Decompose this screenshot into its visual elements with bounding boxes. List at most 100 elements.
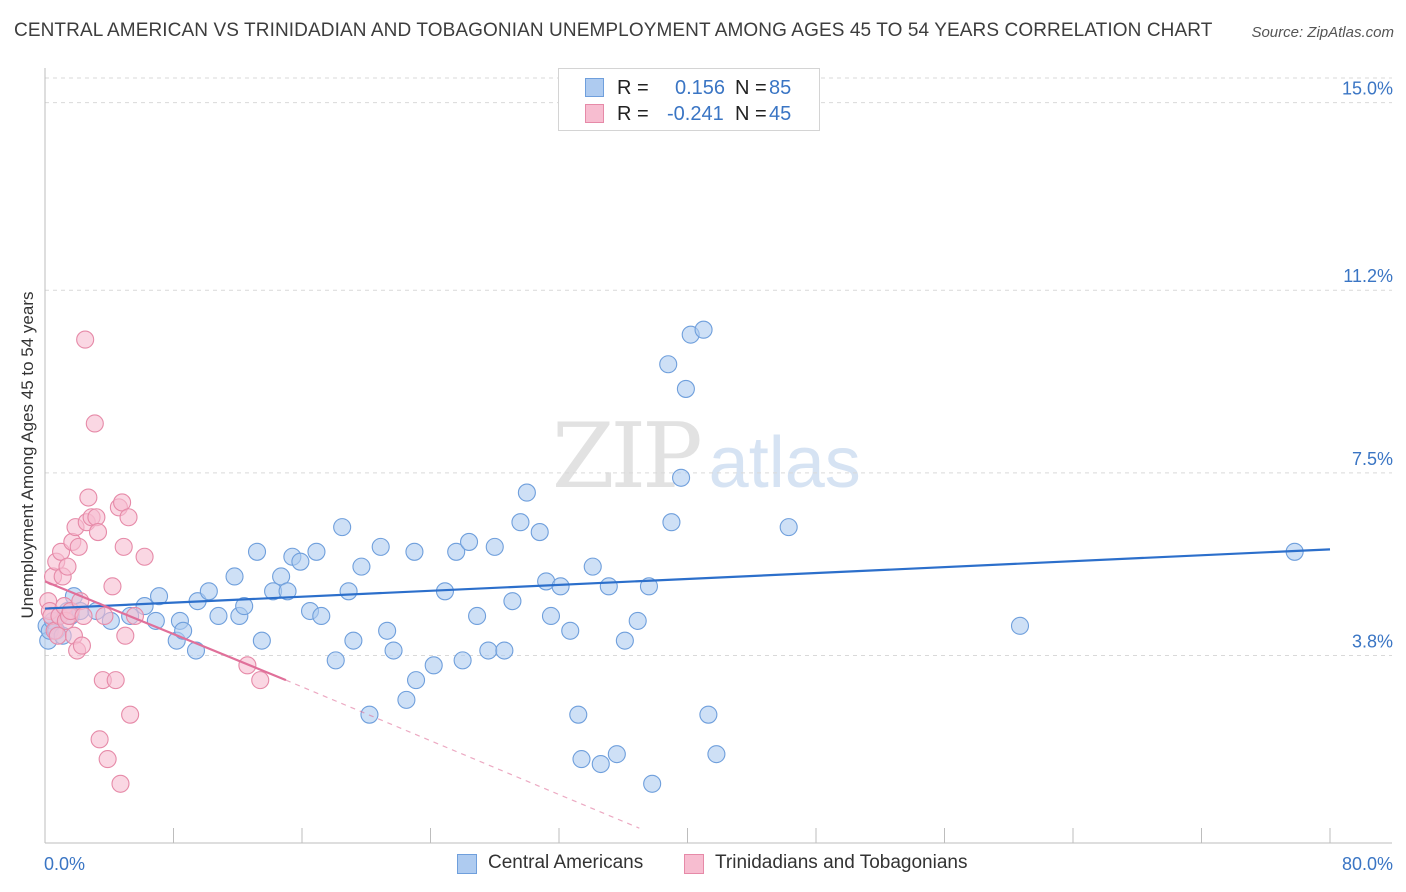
central-american-point — [541, 606, 561, 626]
central-american-point — [699, 705, 718, 724]
central-american-point — [371, 537, 390, 556]
y-tick-label: 15.0% — [1342, 79, 1393, 99]
legend-r-value: 0.156 — [675, 77, 726, 99]
bottom-legend-swatch-blue — [457, 854, 477, 874]
central-american-point — [225, 567, 244, 586]
central-american-point — [453, 651, 472, 670]
central-american-point — [378, 621, 397, 640]
trinidadian-trend-extension — [285, 679, 640, 829]
central-american-point — [479, 641, 498, 660]
central-american-point — [352, 557, 371, 576]
legend-n-value: 85 — [769, 77, 792, 99]
trinidadian-point — [106, 671, 125, 690]
x-tick-label-min: 0.0% — [44, 854, 85, 874]
trinidadian-point — [119, 508, 138, 527]
legend-swatch-pink — [585, 104, 604, 123]
central-american-point — [235, 597, 254, 616]
trinidadian-point — [135, 547, 154, 566]
central-american-point — [694, 320, 713, 339]
central-american-point — [707, 745, 726, 764]
central-american-point — [468, 606, 487, 626]
legend-r-value: -0.241 — [667, 103, 724, 125]
central-american-point — [672, 468, 691, 487]
central-american-point — [174, 621, 193, 640]
legend-swatch-blue — [585, 78, 604, 97]
central-american-point — [199, 582, 218, 601]
trinidadian-trend-line — [44, 580, 287, 682]
trinidadian-point — [85, 414, 104, 433]
trinidadian-point — [251, 671, 270, 690]
central-american-point — [551, 577, 570, 596]
trinidadian-point — [114, 537, 133, 556]
central-american-point — [278, 582, 297, 601]
trinidadian-point — [98, 750, 117, 769]
central-american-point — [599, 577, 618, 596]
trinidadian-point — [76, 330, 95, 349]
bottom-legend-label: Central Americans — [488, 852, 644, 873]
central-american-point — [406, 671, 426, 690]
central-american-point — [397, 690, 416, 709]
trinidadian-point — [95, 606, 114, 626]
central-american-point — [591, 754, 610, 774]
central-american-point — [247, 542, 267, 561]
legend-n-label: N = — [735, 103, 767, 125]
central-american-point — [561, 621, 580, 640]
legend-n-label: N = — [735, 77, 767, 99]
y-axis-title: Unemployment Among Ages 45 to 54 years — [18, 291, 37, 619]
trinidadian-point — [72, 636, 91, 655]
central-american-point — [569, 705, 588, 724]
central-american-point — [676, 379, 695, 398]
bottom-legend-label: Trinidadians and Tobagonians — [715, 852, 968, 873]
chart-title: CENTRAL AMERICAN VS TRINIDADIAN AND TOBA… — [14, 20, 1213, 41]
central-american-point — [1010, 616, 1030, 635]
central-american-point — [339, 582, 358, 601]
central-american-point — [447, 542, 466, 561]
central-american-point — [333, 518, 352, 537]
central-american-point — [643, 774, 662, 793]
central-american-point — [149, 587, 169, 606]
central-american-point — [662, 513, 681, 532]
x-tick-label-max: 80.0% — [1342, 854, 1393, 874]
trinidadian-point — [74, 606, 93, 626]
central-american-point — [615, 631, 634, 650]
central-american-point — [530, 523, 549, 542]
central-american-point — [186, 641, 206, 660]
bottom-legend-swatch-pink — [684, 854, 704, 874]
legend-r-label: R = — [617, 103, 649, 125]
central-american-point — [628, 611, 647, 630]
central-american-point — [779, 518, 798, 537]
trinidadian-point — [79, 488, 98, 507]
central-american-point — [326, 651, 345, 670]
source-label: Source: ZipAtlas.com — [1251, 24, 1394, 41]
central-american-point — [307, 542, 326, 561]
trinidadian-point — [58, 557, 77, 576]
trinidadian-point — [121, 705, 140, 724]
central-american-point — [291, 552, 310, 571]
central-american-point — [312, 606, 331, 626]
central-american-point — [607, 745, 626, 764]
correlation-legend: R = 0.156 N = 85 R = -0.241 N = 45 — [558, 68, 820, 131]
legend-n-value: 45 — [769, 103, 792, 125]
central-american-point — [583, 557, 602, 576]
central-american-point — [517, 483, 536, 502]
central-american-point — [209, 606, 228, 626]
central-american-point — [405, 542, 424, 561]
trinidadian-point — [69, 537, 88, 556]
trinidadian-point — [90, 730, 109, 749]
central-american-point — [485, 537, 504, 556]
trinidadian-point — [111, 774, 130, 793]
central-american-trend-line — [44, 548, 1331, 610]
trinidadian-point — [116, 626, 135, 645]
trinidadian-point — [103, 577, 122, 596]
legend-r-label: R = — [617, 77, 649, 99]
y-tick-label: 7.5% — [1352, 449, 1393, 469]
y-tick-label: 3.8% — [1352, 631, 1393, 651]
central-american-point — [659, 355, 678, 374]
trinidadian-point — [88, 523, 108, 542]
central-american-point — [511, 513, 530, 532]
central-american-point — [572, 750, 591, 769]
central-american-point — [252, 631, 271, 650]
central-american-point — [459, 532, 479, 551]
central-american-point — [639, 577, 659, 596]
